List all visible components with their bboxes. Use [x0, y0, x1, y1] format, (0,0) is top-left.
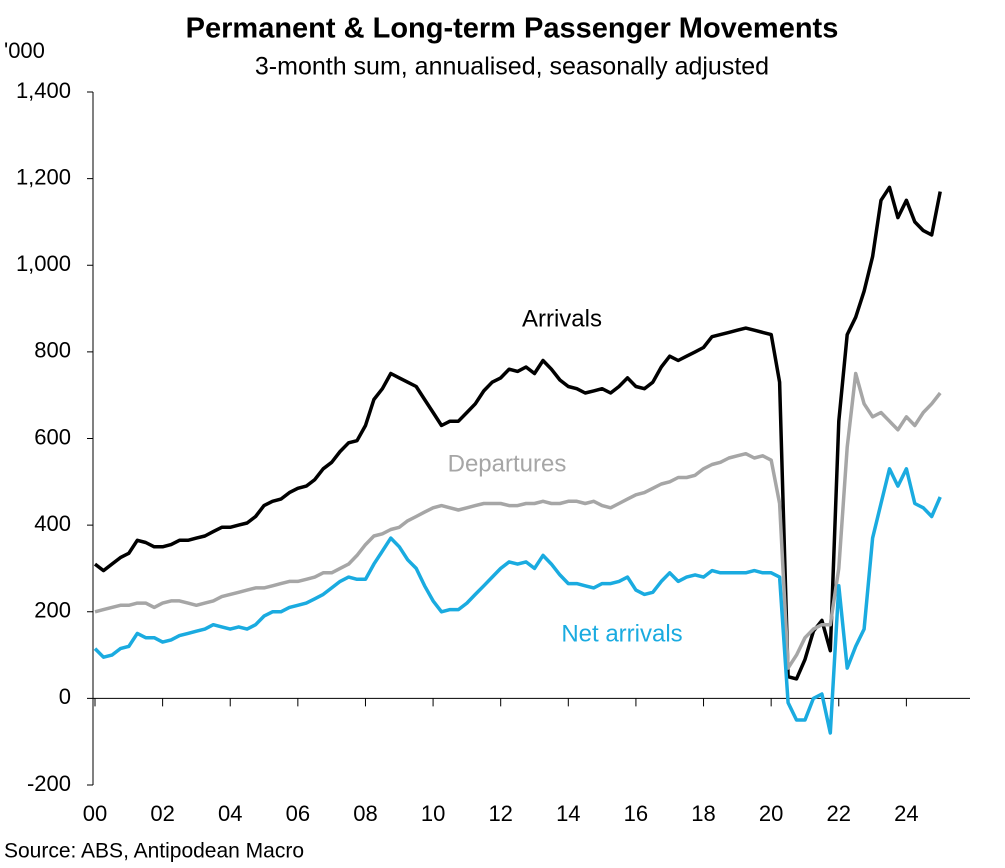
y-tick-label: 0: [59, 684, 71, 709]
y-tick-label: 1,000: [16, 251, 71, 276]
series-label: Departures: [448, 450, 567, 477]
source-note: Source: ABS, Antipodean Macro: [4, 840, 304, 863]
chart-subtitle: 3-month sum, annualised, seasonally adju…: [255, 53, 769, 81]
y-tick-label: 800: [34, 338, 71, 363]
x-tick-label: 18: [691, 801, 715, 826]
y-axis-unit: '000: [4, 38, 45, 63]
y-tick-label: -200: [27, 771, 71, 796]
x-tick-label: 20: [759, 801, 783, 826]
series-line: [93, 467, 942, 735]
series-label: Net arrivals: [561, 620, 682, 647]
chart-title: Permanent & Long-term Passenger Movement…: [186, 13, 839, 45]
x-tick-label: 10: [421, 801, 445, 826]
x-tick-label: 00: [83, 801, 107, 826]
x-tick-label: 02: [150, 801, 174, 826]
series-label: Arrivals: [522, 305, 602, 332]
y-tick-label: 400: [34, 511, 71, 536]
series-line: [93, 185, 942, 681]
x-tick-label: 22: [827, 801, 851, 826]
x-tick-label: 04: [218, 801, 242, 826]
x-tick-label: 06: [286, 801, 310, 826]
series-line: [94, 371, 942, 670]
x-tick-label: 08: [353, 801, 377, 826]
x-tick-label: 14: [556, 801, 580, 826]
y-tick-label: 600: [34, 424, 71, 449]
x-tick-label: 16: [624, 801, 648, 826]
y-tick-label: 1,400: [16, 78, 71, 103]
y-tick-label: 200: [34, 598, 71, 623]
y-tick-label: 1,200: [16, 164, 71, 189]
x-tick-label: 24: [894, 801, 918, 826]
x-tick-label: 12: [488, 801, 512, 826]
